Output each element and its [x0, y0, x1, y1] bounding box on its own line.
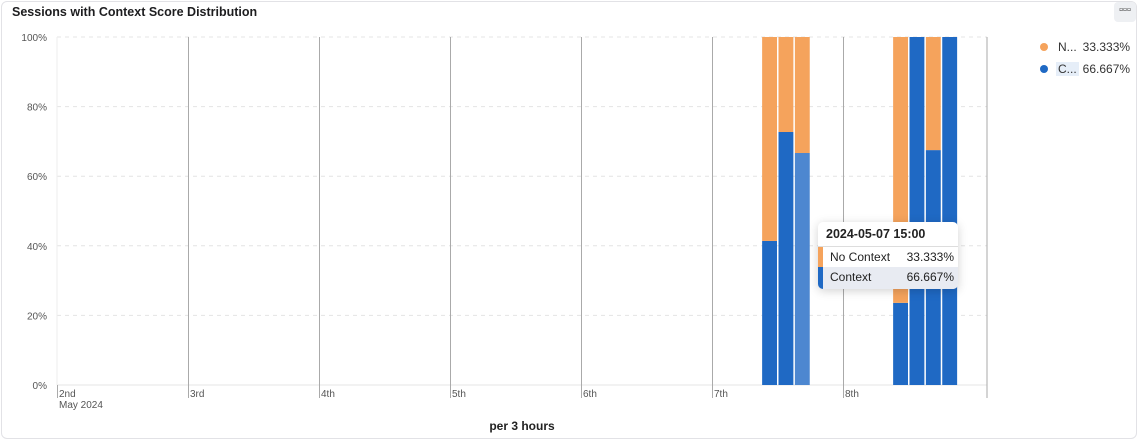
- y-tick-label: 0%: [33, 381, 48, 392]
- y-tick-label: 40%: [27, 242, 47, 253]
- tooltip-value: 66.667%: [906, 270, 954, 284]
- tooltip-value: 33.333%: [906, 250, 954, 264]
- x-tick-label: 3rd: [190, 389, 204, 400]
- y-tick-label: 80%: [27, 103, 47, 114]
- x-tick-label: 2nd: [59, 389, 76, 400]
- legend-label: N...: [1058, 40, 1077, 54]
- bar-segment-context: [942, 37, 958, 385]
- tooltip-row-context: Context 66.667%: [818, 267, 958, 289]
- bar-segment-context: [909, 37, 925, 385]
- bar-segment-context: [762, 240, 777, 385]
- bar-segment-context: [893, 302, 908, 385]
- bar-segment-context: [794, 152, 810, 385]
- bar-segment-no-context: [778, 37, 794, 133]
- y-tick-label: 100%: [21, 33, 47, 44]
- x-tick-label: 8th: [845, 389, 859, 400]
- tooltip-row-no-context: No Context 33.333%: [818, 247, 958, 267]
- bar-segment-no-context: [794, 37, 810, 153]
- bar-segment-no-context: [925, 37, 941, 151]
- y-tick-label: 20%: [27, 311, 47, 322]
- tooltip-label: No Context: [830, 250, 891, 264]
- tooltip-label: Context: [830, 270, 872, 284]
- x-axis-label: per 3 hours: [489, 419, 555, 433]
- bar-segment-context: [778, 132, 794, 385]
- legend: N... 33.333% C... 66.667%: [1040, 36, 1130, 80]
- legend-dot-icon: [1040, 65, 1048, 73]
- legend-value: 33.333%: [1082, 40, 1131, 54]
- chart-title: Sessions with Context Score Distribution: [12, 5, 258, 19]
- legend-value: 66.667%: [1082, 62, 1131, 76]
- legend-item-context[interactable]: C... 66.667%: [1040, 58, 1130, 80]
- x-sublabel: May 2024: [59, 400, 103, 411]
- x-tick-label: 7th: [714, 389, 728, 400]
- y-tick-label: 60%: [27, 172, 47, 183]
- x-tick-label: 5th: [452, 389, 466, 400]
- legend-dot-icon: [1040, 43, 1048, 51]
- x-tick-label: 6th: [583, 389, 597, 400]
- legend-item-no-context[interactable]: N... 33.333%: [1040, 36, 1130, 58]
- bar-segment-no-context: [762, 37, 777, 241]
- tooltip-title: 2024-05-07 15:00: [818, 222, 958, 247]
- more-options-button[interactable]: ▫▫▫: [1114, 2, 1136, 22]
- x-tick-label: 4th: [321, 389, 335, 400]
- tooltip: 2024-05-07 15:00 No Context 33.333% Cont…: [818, 222, 958, 289]
- legend-label: C...: [1056, 62, 1079, 76]
